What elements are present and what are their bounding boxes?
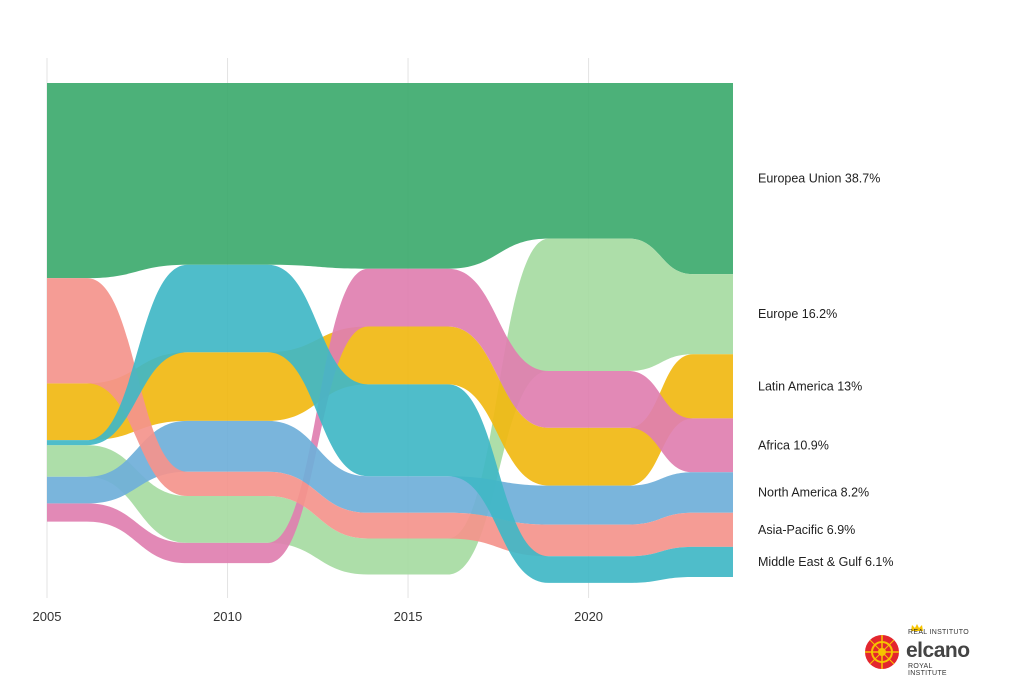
- series-band-latin-america: [47, 326, 733, 486]
- crown-icon: [911, 624, 923, 631]
- logo-line1: REAL INSTITUTO: [908, 629, 969, 636]
- x-tick-label: 2015: [394, 609, 423, 624]
- series-label-latin-america: Latin America 13%: [758, 379, 862, 393]
- series-label-africa: Africa 10.9%: [758, 438, 829, 452]
- series-label-middle-east-gulf: Middle East & Gulf 6.1%: [758, 555, 893, 569]
- series-label-asia-pacific: Asia-Pacific 6.9%: [758, 523, 855, 537]
- logo-name: elcano: [906, 639, 970, 662]
- x-tick-label: 2020: [574, 609, 603, 624]
- x-tick-label: 2005: [33, 609, 62, 624]
- series-band-middle-east-gulf: [47, 264, 733, 583]
- logo-line2: ROYAL INSTITUTE: [908, 663, 947, 677]
- series-labels: Europea Union 38.7% Europe 16.2% Latin Ame…: [758, 172, 893, 569]
- elcano-logo: REAL INSTITUTO elcano ROYAL INSTITUTE: [862, 624, 972, 677]
- x-tick-label: 2010: [213, 609, 242, 624]
- series-label-north-america: North America 8.2%: [758, 486, 869, 500]
- series-label-europe: Europe 16.2%: [758, 307, 837, 321]
- elcano-emblem-icon: [865, 635, 899, 669]
- series-bands: [47, 83, 733, 583]
- series-band-north-america: [47, 420, 733, 525]
- series-band-asia-pacific: [47, 278, 733, 557]
- series-band-africa: [47, 268, 733, 564]
- series-band-europea-union: [47, 83, 733, 279]
- series-label-europea-union: Europea Union 38.7%: [758, 172, 880, 186]
- x-axis-ticks: 2005 2010 2015 2020: [33, 609, 604, 624]
- series-band-europe: [47, 238, 733, 575]
